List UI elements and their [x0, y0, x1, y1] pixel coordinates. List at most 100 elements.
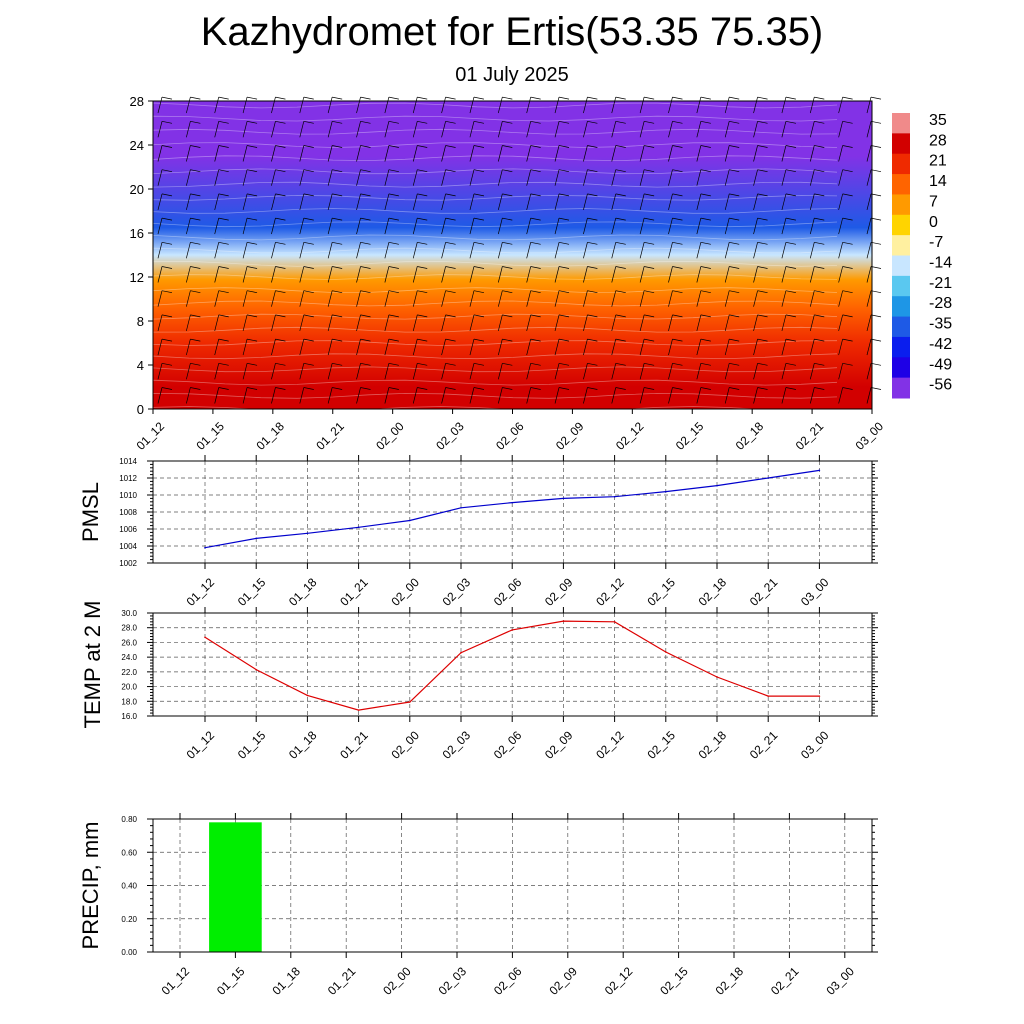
colorbar-label: -49 [929, 356, 952, 373]
y-tick-label: 18.0 [121, 697, 137, 706]
wind-barb [866, 218, 872, 235]
wind-barb [558, 120, 570, 124]
wind-barb [275, 96, 286, 100]
heatmap-contour [152, 208, 838, 214]
data-point [255, 537, 257, 540]
wind-barb [729, 120, 740, 124]
y-tick-label: 24 [130, 138, 144, 153]
wind-barb [809, 339, 815, 356]
wind-barb [242, 218, 248, 235]
wind-barb [190, 241, 201, 245]
wind-barb [809, 121, 815, 138]
wind-barb [639, 290, 645, 307]
wind-barb [587, 266, 598, 269]
wind-barb [186, 339, 191, 356]
wind-barb [469, 169, 475, 186]
data-point [818, 469, 821, 472]
x-tick-label: 02_18 [713, 964, 747, 998]
x-tick-label: 03_00 [853, 419, 887, 453]
wind-barb [190, 96, 201, 100]
wind-barb [530, 145, 541, 148]
wind-barb [639, 121, 645, 138]
wind-barb [554, 314, 560, 331]
x-tick-label: 02_09 [542, 728, 576, 762]
wind-barb [271, 169, 276, 186]
wind-barb [615, 120, 626, 124]
wind-barb [729, 387, 740, 390]
wind-barb [644, 314, 655, 318]
x-tick-label: 02_15 [644, 728, 678, 762]
wind-barb [271, 242, 276, 259]
wind-barb [672, 266, 683, 269]
wind-barb [558, 241, 570, 245]
wind-barb [587, 290, 598, 294]
wind-barb [611, 121, 617, 138]
wind-barb [587, 145, 598, 148]
wind-barb [753, 387, 758, 404]
wind-barb [445, 362, 456, 366]
wind-barb [384, 339, 390, 356]
wind-barb [502, 96, 513, 100]
wind-barb [303, 362, 314, 366]
wind-barb [473, 193, 485, 197]
wind-barb [157, 169, 163, 186]
wind-barb [473, 314, 485, 318]
wind-barb [842, 217, 853, 221]
wind-barb [558, 314, 570, 318]
wind-barb [700, 145, 711, 148]
wind-barb [360, 290, 371, 294]
wind-barb [441, 242, 446, 259]
wind-barb [417, 314, 428, 318]
wind-barb [388, 145, 399, 148]
wind-barb [558, 169, 570, 173]
wind-barb [615, 362, 626, 366]
wind-barb [445, 120, 456, 124]
wind-barb [838, 242, 843, 259]
wind-barb [214, 218, 220, 235]
wind-barb [417, 290, 428, 294]
wind-barb [785, 145, 796, 148]
wind-barb [870, 145, 882, 148]
wind-barb [672, 387, 683, 390]
y-tick-label: 1004 [119, 542, 137, 551]
wind-barb [838, 218, 843, 235]
wind-barb [866, 169, 872, 186]
wind-barb [275, 338, 286, 342]
wind-barb [303, 145, 314, 148]
wind-barb [842, 169, 853, 173]
wind-barb [530, 362, 541, 366]
wind-barb [473, 266, 485, 269]
wind-barb [526, 97, 532, 114]
wind-barb [161, 314, 173, 318]
wind-barb [384, 363, 390, 380]
wind-barb [838, 169, 843, 186]
wind-barb [781, 339, 787, 356]
wind-barb [157, 193, 163, 210]
wind-barb [388, 314, 399, 318]
wind-barb [611, 242, 617, 259]
colorbar-swatch [892, 336, 910, 358]
wind-barb [866, 242, 872, 259]
wind-barb [417, 387, 428, 390]
wind-barb [218, 241, 229, 245]
wind-barb [218, 314, 229, 318]
heatmap-contour [152, 287, 838, 293]
wind-barb [161, 266, 173, 269]
wind-barb [668, 218, 673, 235]
wind-barb [275, 193, 286, 197]
data-point [255, 668, 257, 671]
wind-barb [526, 387, 532, 404]
wind-barb [303, 266, 314, 269]
wind-barb [530, 193, 541, 197]
wind-barb [327, 339, 333, 356]
y-axis-label: TEMP at 2 M [80, 601, 105, 729]
wind-barb [497, 314, 503, 331]
wind-barb [668, 387, 673, 404]
wind-barb [700, 266, 711, 269]
wind-barb [753, 121, 758, 138]
heatmap-contour [152, 300, 838, 307]
wind-barb [587, 338, 598, 342]
wind-barb [247, 145, 258, 148]
wind-barb [639, 387, 645, 404]
x-tick-label: 01_12 [134, 419, 168, 453]
